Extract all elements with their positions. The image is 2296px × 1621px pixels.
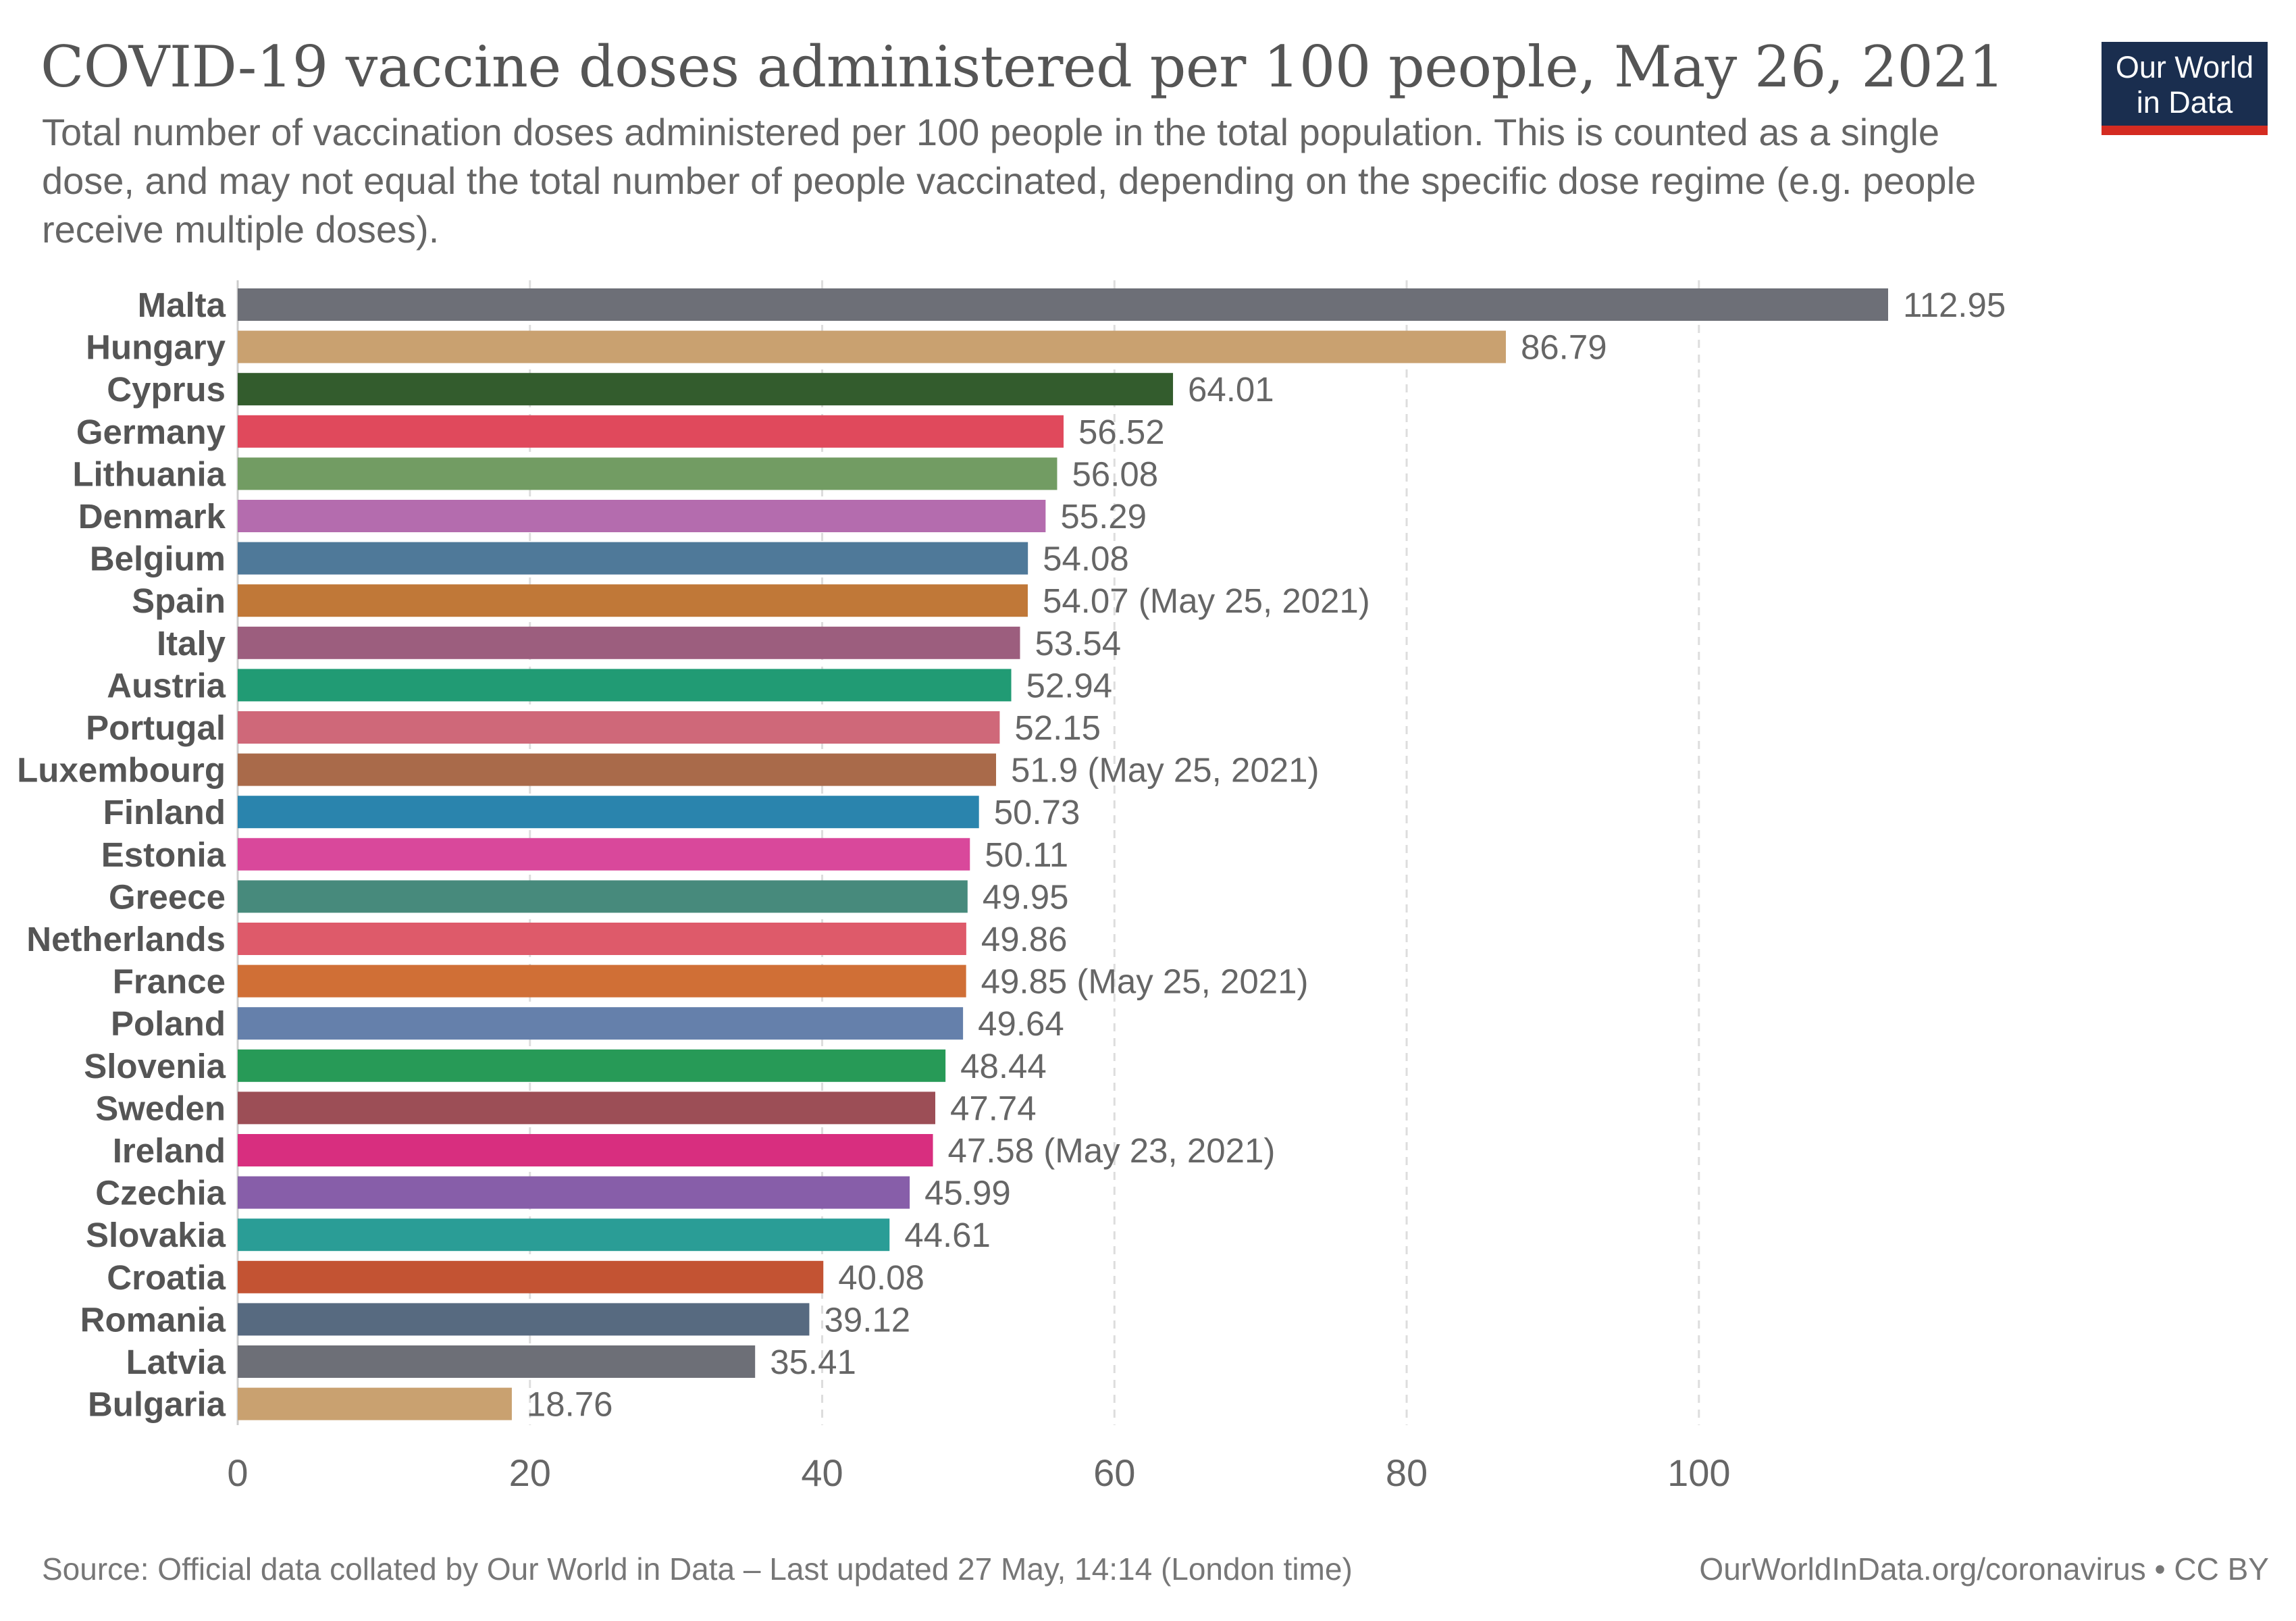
- bar: [238, 838, 970, 871]
- bar: [238, 584, 1028, 617]
- value-label: 112.95: [1903, 286, 2006, 324]
- category-label: Malta: [138, 286, 226, 324]
- bar: [238, 1260, 824, 1293]
- owid-logo[interactable]: Our World in Data: [2102, 42, 2268, 135]
- value-label: 54.07 (May 25, 2021): [1043, 582, 1370, 620]
- value-label: 52.15: [1014, 709, 1101, 747]
- bar: [238, 1303, 810, 1336]
- category-label: Portugal: [86, 709, 226, 747]
- value-label: 47.58 (May 23, 2021): [948, 1131, 1276, 1170]
- bar-chart: 0 20 40 60 80 100 Malta 112.95 Hungary 86.79 Cypru…: [17, 280, 2006, 1494]
- value-label: 50.73: [994, 793, 1080, 831]
- value-label: 44.61: [904, 1216, 991, 1254]
- category-label: Denmark: [78, 497, 226, 536]
- category-label: Poland: [111, 1004, 226, 1043]
- value-label: 86.79: [1521, 328, 1607, 367]
- chart-subtitle: Total number of vaccination doses admini…: [42, 111, 1977, 251]
- bar: [238, 373, 1174, 406]
- bar: [238, 1218, 890, 1252]
- category-label: Sweden: [95, 1089, 226, 1127]
- category-label: Czechia: [95, 1174, 226, 1212]
- category-label: Croatia: [107, 1258, 226, 1297]
- value-label: 48.44: [960, 1047, 1047, 1085]
- category-label: Greece: [109, 877, 226, 916]
- bar: [238, 796, 979, 829]
- category-label: Austria: [107, 666, 226, 704]
- category-label: Slovenia: [84, 1047, 226, 1085]
- logo-accent-bar: [2102, 126, 2268, 135]
- value-label: 56.52: [1078, 413, 1165, 451]
- category-label: Estonia: [101, 835, 226, 874]
- value-label: 55.29: [1060, 497, 1147, 536]
- value-label: 45.99: [924, 1174, 1011, 1212]
- x-tick-label: 60: [1093, 1451, 1135, 1494]
- category-label: Netherlands: [26, 920, 226, 958]
- value-label: 52.94: [1026, 666, 1113, 704]
- category-label: Belgium: [90, 540, 226, 578]
- bar: [238, 1134, 933, 1166]
- value-label: 64.01: [1188, 370, 1274, 409]
- value-label: 53.54: [1035, 624, 1121, 663]
- logo-line-2: in Data: [2136, 85, 2233, 120]
- bar: [238, 542, 1028, 575]
- category-label: Bulgaria: [88, 1385, 226, 1424]
- bar: [238, 880, 968, 913]
- bar: [238, 964, 966, 998]
- category-label: Spain: [132, 582, 226, 620]
- value-label: 56.08: [1072, 455, 1158, 493]
- logo-line-1: Our World: [2115, 50, 2254, 84]
- bar: [238, 457, 1058, 490]
- category-label: France: [113, 962, 226, 1001]
- x-tick-label: 80: [1386, 1451, 1428, 1494]
- bar: [238, 923, 966, 955]
- category-label: Romania: [80, 1300, 226, 1339]
- value-label: 47.74: [950, 1089, 1037, 1127]
- value-label: 49.86: [981, 920, 1068, 958]
- value-label: 39.12: [824, 1300, 910, 1339]
- bar: [238, 711, 1000, 744]
- value-label: 49.95: [983, 877, 1069, 916]
- source-link[interactable]: OurWorldInData.org/coronavirus • CC BY: [1699, 1551, 2269, 1587]
- x-tick-label: 20: [509, 1451, 551, 1494]
- category-label: Slovakia: [86, 1216, 226, 1254]
- bar: [238, 1176, 910, 1209]
- category-label: Latvia: [126, 1343, 226, 1381]
- bar: [238, 753, 997, 786]
- bar: [238, 1387, 512, 1420]
- chart-title: COVID-19 vaccine doses administered per …: [41, 34, 2005, 100]
- category-label: Luxembourg: [17, 751, 226, 790]
- value-label: 35.41: [770, 1343, 856, 1381]
- bar: [238, 669, 1012, 702]
- x-tick-label: 0: [227, 1451, 248, 1494]
- category-label: Hungary: [86, 328, 226, 367]
- category-label: Cyprus: [107, 370, 226, 409]
- bar: [238, 1007, 964, 1040]
- value-label: 18.76: [527, 1385, 613, 1424]
- category-label: Ireland: [113, 1131, 226, 1170]
- value-label: 50.11: [985, 835, 1068, 874]
- bar: [238, 1091, 935, 1125]
- bar: [238, 1345, 756, 1378]
- category-label: Germany: [76, 413, 226, 451]
- bar: [238, 626, 1020, 659]
- category-label: Lithuania: [72, 455, 226, 493]
- bar: [238, 288, 1888, 321]
- value-label: 49.64: [978, 1004, 1064, 1043]
- source-note: Source: Official data collated by Our Wo…: [42, 1551, 1353, 1587]
- category-label: Italy: [157, 624, 226, 663]
- value-label: 54.08: [1043, 540, 1129, 578]
- bar: [238, 500, 1046, 532]
- value-label: 49.85 (May 25, 2021): [981, 962, 1309, 1001]
- bar: [238, 1049, 946, 1082]
- value-label: 40.08: [838, 1258, 924, 1297]
- value-label: 51.9 (May 25, 2021): [1011, 751, 1319, 790]
- x-tick-label: 100: [1667, 1451, 1730, 1494]
- category-label: Finland: [103, 793, 226, 831]
- x-tick-label: 40: [801, 1451, 843, 1494]
- bar: [238, 415, 1064, 448]
- bar: [238, 330, 1506, 363]
